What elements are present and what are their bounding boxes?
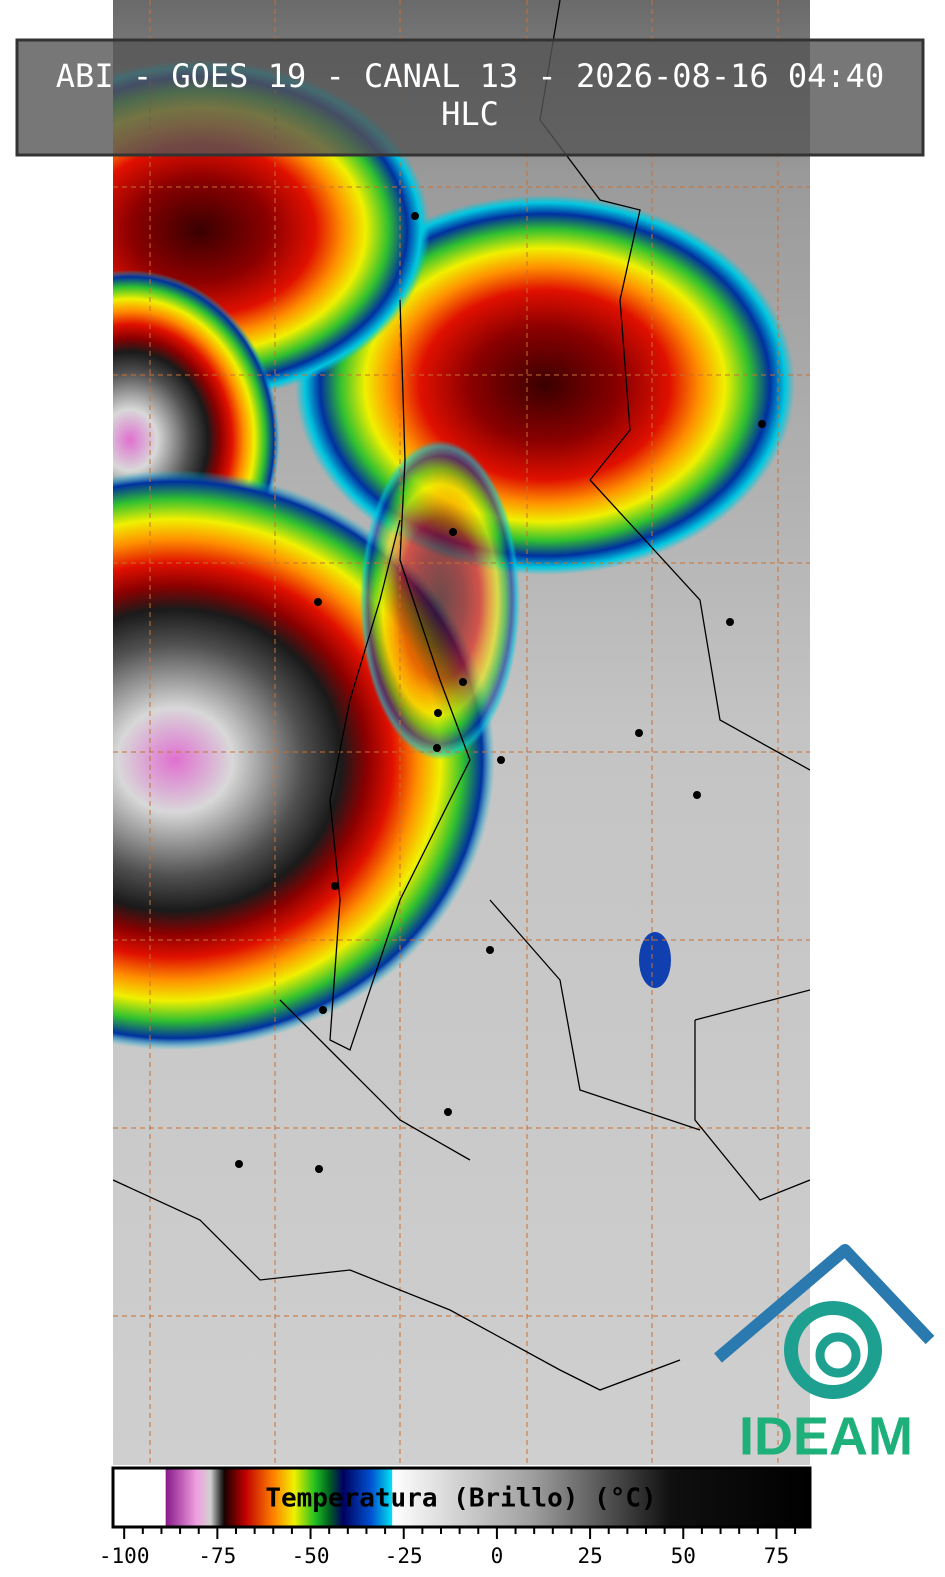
title: ABI - GOES 19 - CANAL 13 - 2026-08-16 04… [56, 57, 884, 95]
tick-label: 0 [491, 1544, 504, 1568]
tick-label: -100 [99, 1544, 150, 1568]
logo: IDEAM [714, 1244, 935, 1466]
colorbar-label: Temperatura (Brillo) (°C) [265, 1484, 656, 1514]
tick-label: 50 [671, 1544, 696, 1568]
title-box [15, 38, 925, 157]
subtitle: HLC [441, 95, 499, 133]
satellite-image [113, 0, 810, 1465]
colorbar: Temperatura (Brillo) (°C) [111, 1466, 812, 1529]
tick-label: -75 [198, 1544, 236, 1568]
tick-label: 25 [577, 1544, 602, 1568]
tick-label: -25 [385, 1544, 423, 1568]
logo-text: IDEAM [739, 1406, 913, 1466]
tick-label: -50 [292, 1544, 330, 1568]
tick-label: 75 [764, 1544, 789, 1568]
